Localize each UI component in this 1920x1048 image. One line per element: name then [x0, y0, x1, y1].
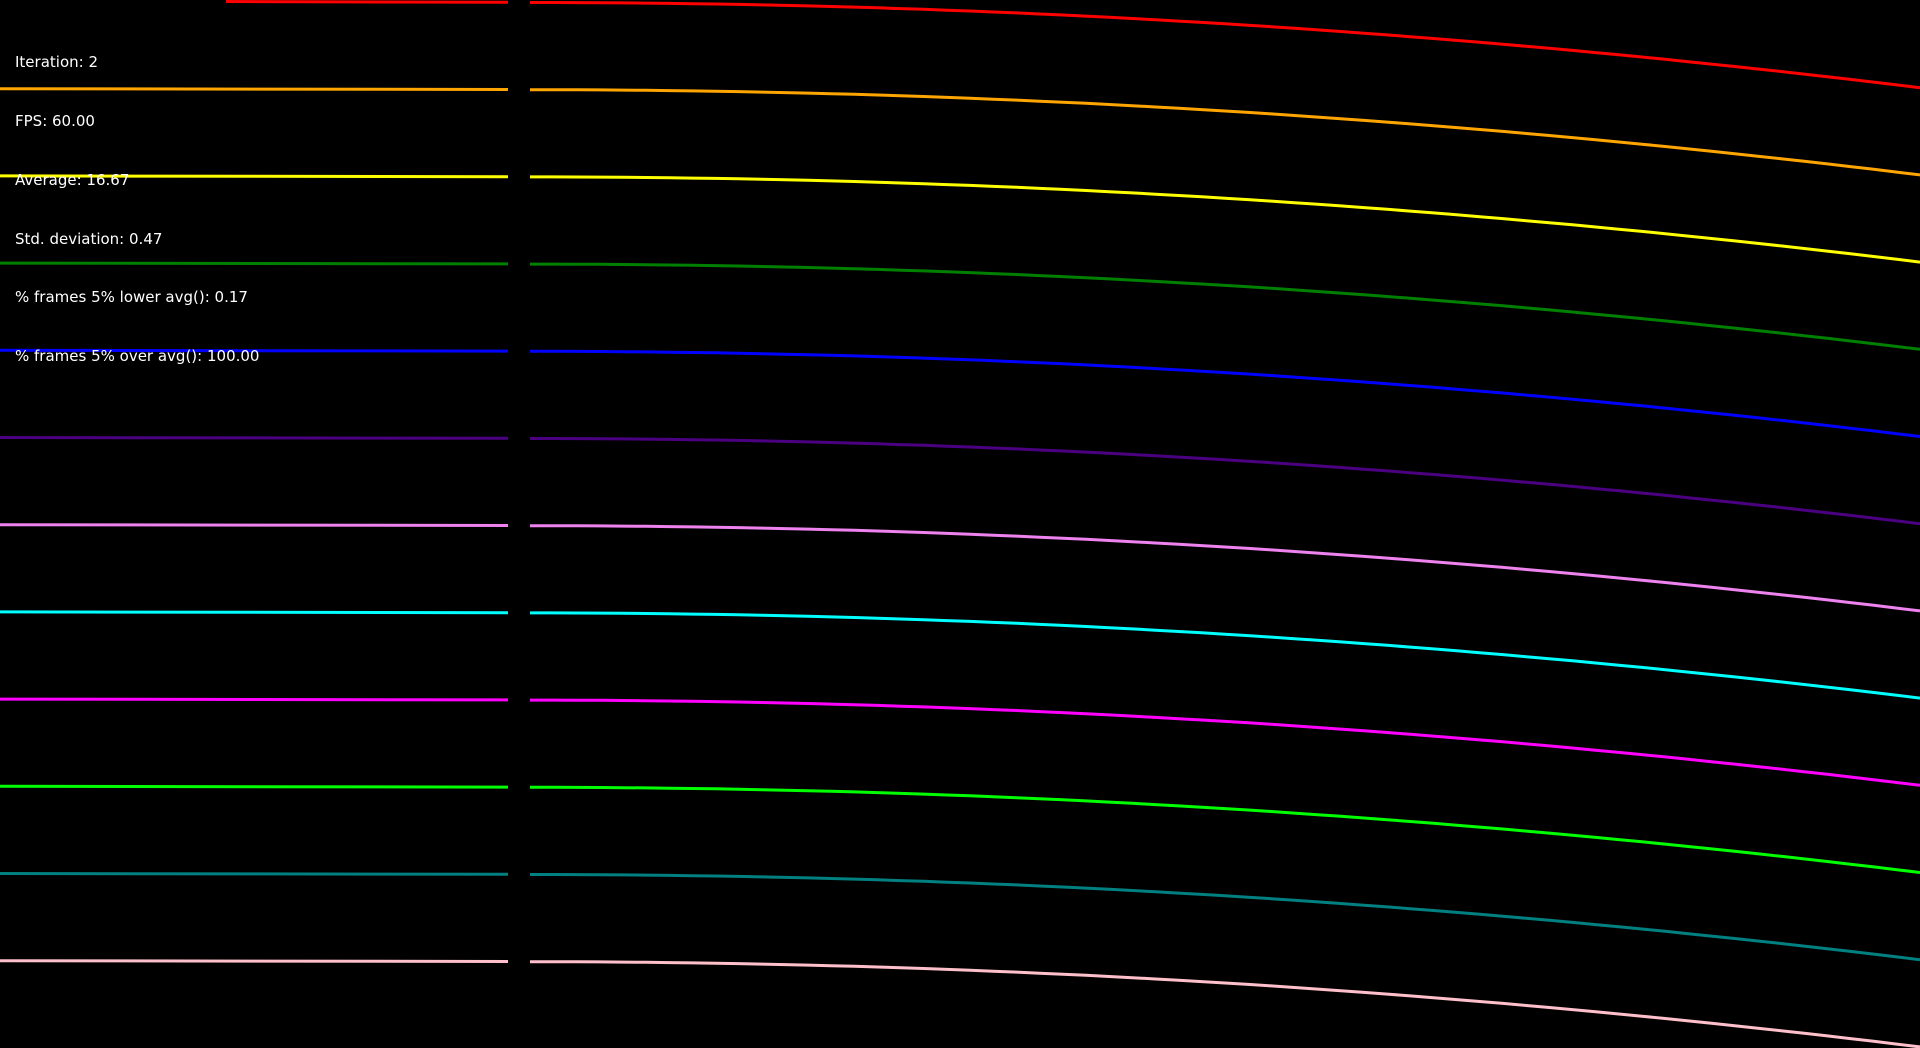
line-11 [0, 959, 1920, 1048]
line-8 [0, 697, 1920, 787]
line-10 [0, 872, 1920, 962]
stats-overlay: Iteration: 2 FPS: 60.00 Average: 16.67 S… [15, 14, 259, 386]
line-right-segment [530, 611, 1920, 700]
fps-text: FPS: 60.00 [15, 111, 95, 130]
line-9 [0, 784, 1920, 874]
line-6 [0, 523, 1920, 613]
line-left-segment [0, 436, 509, 440]
line-right-segment [530, 1, 1920, 90]
iteration-text: Iteration: 2 [15, 53, 98, 72]
line-right-segment [530, 785, 1920, 874]
line-1 [0, 87, 1920, 177]
line-right-segment [530, 960, 1920, 1048]
std-deviation-text: Std. deviation: 0.47 [15, 229, 163, 248]
line-left-segment [0, 261, 509, 266]
line-left-segment [0, 697, 509, 702]
line-right-segment [530, 175, 1920, 264]
line-4 [0, 348, 1920, 438]
frames-over-text: % frames 5% over avg(): 100.00 [15, 347, 260, 366]
line-2 [0, 174, 1920, 264]
line-left-segment [0, 523, 509, 527]
line-right-segment [530, 524, 1920, 613]
frames-lower-text: % frames 5% lower avg(): 0.17 [15, 288, 248, 307]
line-left-segment [0, 959, 509, 963]
line-right-segment [530, 873, 1920, 962]
line-3 [0, 261, 1920, 351]
line-5 [0, 436, 1920, 526]
line-right-segment [530, 349, 1920, 438]
line-right-segment [530, 262, 1920, 351]
line-7 [0, 610, 1920, 700]
average-text: Average: 16.67 [15, 170, 130, 189]
line-right-segment [530, 88, 1920, 177]
line-left-segment [0, 348, 509, 353]
line-right-segment [530, 437, 1920, 526]
line-right-segment [530, 698, 1920, 787]
line-left-segment [0, 87, 509, 91]
line-left-segment [0, 610, 509, 615]
line-left-segment [0, 784, 509, 789]
line-0 [225, 0, 1920, 90]
line-left-segment [0, 872, 509, 876]
line-left-segment [225, 0, 509, 4]
line-left-segment [0, 174, 509, 179]
